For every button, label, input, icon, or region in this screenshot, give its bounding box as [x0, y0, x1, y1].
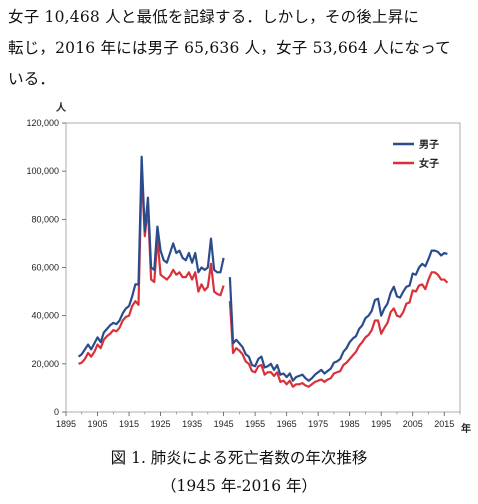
series-line-female: [228, 271, 449, 388]
series-line-male: [228, 249, 448, 382]
x-tick-label: 1945: [214, 419, 234, 429]
legend-label-male: 男子: [419, 139, 439, 151]
figure-caption: 図 1. 肺炎による死亡者数の年次推移: [110, 449, 368, 467]
y-tick-label: 100,000: [26, 166, 59, 176]
paragraph-line: 女子 10,468 人と最低を記録する．しかし，その後上昇に: [8, 8, 420, 26]
x-tick-label: 1965: [277, 419, 297, 429]
figure-caption-years: （1945 年-2016 年）: [161, 477, 317, 495]
y-tick-label: 0: [54, 407, 59, 417]
series-line-male: [77, 155, 225, 358]
y-tick-label: 80,000: [31, 214, 59, 224]
x-tick-label: 1985: [340, 419, 360, 429]
y-tick-label: 60,000: [31, 263, 59, 273]
x-tick-label: 1995: [371, 419, 391, 429]
x-tick-label: 1935: [182, 419, 202, 429]
x-tick-label: 2005: [403, 419, 423, 429]
x-tick-label: 1895: [56, 419, 76, 429]
x-tick-label: 1955: [245, 419, 265, 429]
legend-label-female: 女子: [419, 157, 439, 170]
legend: 男子 女子: [393, 139, 439, 170]
x-tick-label: 2015: [434, 419, 454, 429]
y-tick-label: 40,000: [31, 311, 59, 321]
x-tick-label: 1905: [88, 419, 108, 429]
paragraph-line: 転じ，2016 年には男子 65,636 人，女子 53,664 人になって: [8, 39, 451, 57]
body-paragraph: 女子 10,468 人と最低を記録する．しかし，その後上昇に 転じ，2016 年…: [8, 2, 474, 95]
paragraph-line: いる．: [8, 70, 56, 88]
series-line-female: [78, 170, 225, 365]
y-tick-label: 20,000: [31, 359, 59, 369]
y-unit-label: 人: [56, 101, 67, 114]
x-tick-label: 1975: [308, 419, 328, 429]
x-unit-label: 年: [461, 422, 471, 435]
y-tick-label: 120,000: [26, 118, 59, 128]
x-tick-label: 1915: [119, 419, 139, 429]
x-tick-label: 1925: [151, 419, 171, 429]
